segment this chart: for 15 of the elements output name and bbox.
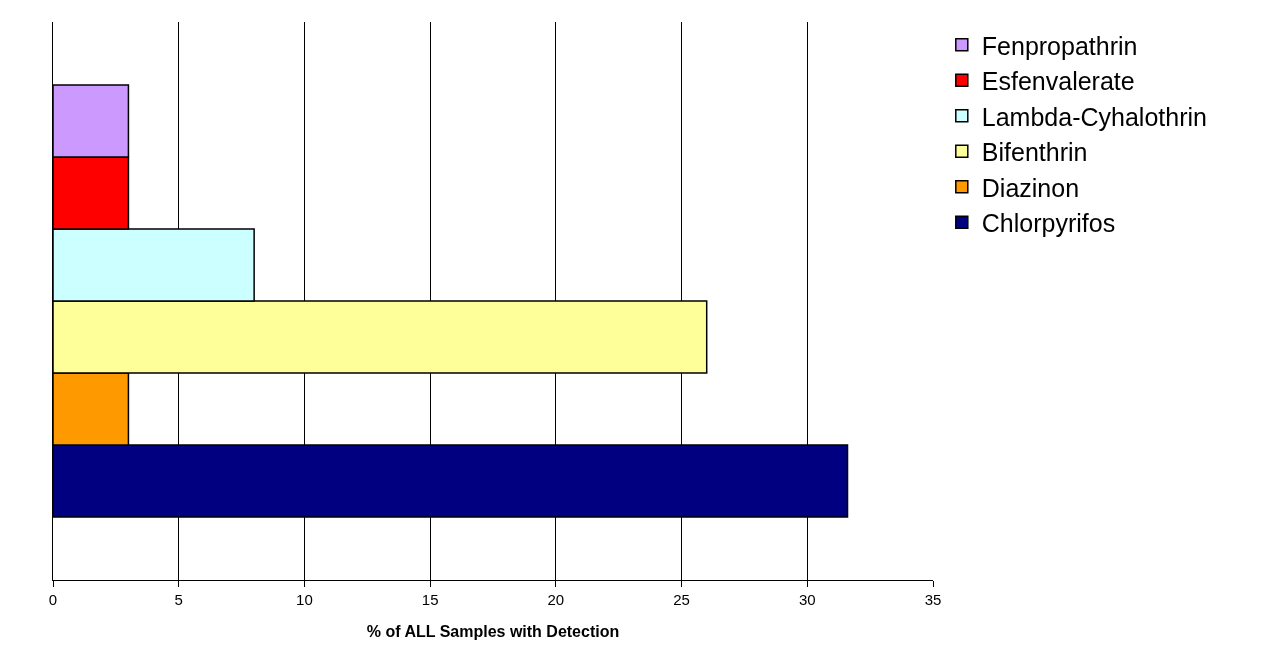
x-tick-label: 10 [296, 591, 313, 608]
x-axis-title: % of ALL Samples with Detection [366, 622, 620, 640]
x-tick-label: 20 [547, 591, 565, 608]
x-tick-label: 15 [421, 591, 439, 608]
x-tick-label: 35 [924, 591, 942, 608]
legend-label: Diazinon [981, 173, 1080, 202]
legend-label: Bifenthrin [981, 138, 1088, 166]
legend-label: Lambda-Cyhalothrin [981, 102, 1207, 131]
x-tick-label: 30 [798, 591, 816, 608]
legend-label: Fenpropathrin [981, 31, 1138, 60]
x-tick-label: 5 [174, 591, 183, 608]
x-tick-label: 25 [673, 591, 690, 608]
legend-label: Chlorpyrifos [981, 209, 1116, 237]
x-tick-label: 0 [48, 591, 58, 608]
legend-label: Esfenvalerate [981, 67, 1135, 95]
